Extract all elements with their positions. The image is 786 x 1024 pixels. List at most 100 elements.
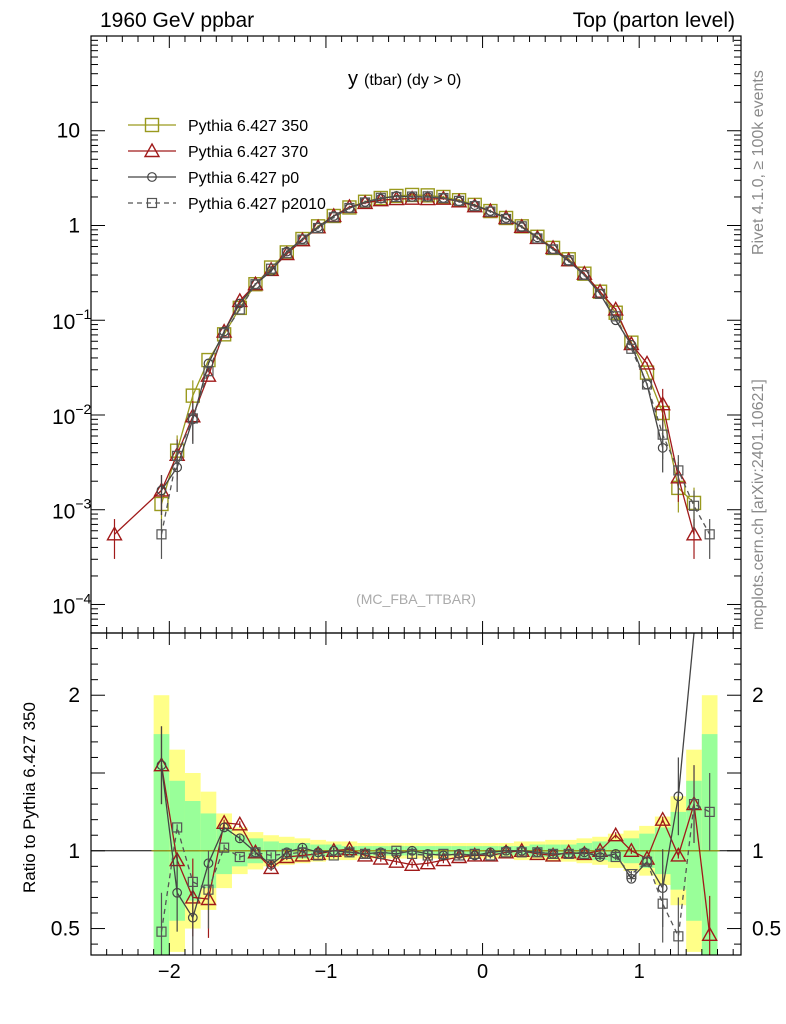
header-left-label: 1960 GeV ppbar xyxy=(100,9,254,32)
header-right-label: Top (parton level) xyxy=(573,9,735,32)
y-tick-label: 10−4 xyxy=(52,590,92,618)
ratio-point xyxy=(266,850,277,861)
data-point xyxy=(344,202,355,214)
data-point xyxy=(294,231,311,247)
data-point xyxy=(234,304,245,315)
legend-marker xyxy=(147,172,157,182)
data-point xyxy=(216,327,232,342)
y-tick-exponent: −1 xyxy=(75,306,91,322)
ratio-point xyxy=(670,847,687,862)
ratio-point xyxy=(356,847,374,862)
data-point xyxy=(422,191,433,202)
ratio-point xyxy=(187,912,198,923)
ratio-point xyxy=(438,848,449,859)
series-line xyxy=(160,194,695,505)
y-tick-label: 10−2 xyxy=(52,401,92,429)
rivet-label: Rivet 4.1.0, ≥ 100k events xyxy=(750,70,767,255)
ratio-point xyxy=(623,842,640,857)
ratio-point xyxy=(203,884,214,895)
y-tick-label: 10−1 xyxy=(52,306,92,334)
ratio-point xyxy=(250,847,261,858)
legend: Pythia 6.427 350 Pythia 6.427 370 Pythia 6… xyxy=(128,117,326,213)
legend-marker xyxy=(146,197,158,209)
ratio-point xyxy=(469,848,480,859)
y-tick-mantissa: 10 xyxy=(52,311,75,334)
ratio-point xyxy=(453,850,465,861)
ratio-line xyxy=(160,632,695,920)
plot-title: y (tbar) (dy > 0) xyxy=(348,68,461,90)
data-point xyxy=(156,485,167,496)
legend-label: Pythia 6.427 p0 xyxy=(188,170,299,187)
ratio-line xyxy=(160,803,710,939)
mcplots-label: mcplots.cern.ch [arXiv:2401.10621] xyxy=(750,379,767,630)
ratio-point xyxy=(156,760,167,771)
data-point xyxy=(626,343,637,354)
legend-entry: Pythia 6.427 370 xyxy=(128,142,308,161)
data-point xyxy=(704,529,715,540)
series-s350 xyxy=(154,187,702,529)
series-line xyxy=(160,195,664,491)
y-tick-label: 10−3 xyxy=(52,496,92,524)
ratio-point xyxy=(281,848,292,859)
series-sp0 xyxy=(156,191,668,515)
data-point xyxy=(513,218,530,233)
y-tick-label: 10 xyxy=(57,120,80,143)
data-point xyxy=(219,328,230,339)
data-point xyxy=(516,221,527,232)
ratio-point xyxy=(485,850,496,861)
ratio-point xyxy=(688,799,700,810)
data-point xyxy=(485,206,496,217)
ratio-point xyxy=(673,931,684,942)
ratio-point xyxy=(657,898,668,909)
ratio-y-tick-label: 0.5 xyxy=(51,918,80,941)
ratio-point xyxy=(419,854,436,870)
data-point xyxy=(579,269,590,281)
ratio-point xyxy=(641,856,653,867)
data-point xyxy=(403,190,421,205)
data-point xyxy=(250,279,261,290)
y-tick-label: 1 xyxy=(68,214,80,237)
ratio-frame xyxy=(90,632,742,956)
data-point xyxy=(281,248,292,259)
series-line xyxy=(160,195,711,535)
ratio-point xyxy=(359,848,371,859)
ratio-point xyxy=(435,851,452,867)
data-point xyxy=(607,301,624,316)
ratio-point xyxy=(313,850,324,861)
watermark: (MC_FBA_TTBAR) xyxy=(356,591,476,607)
ratio-point xyxy=(607,826,624,842)
ratio-point xyxy=(626,869,637,880)
ratio-series-sp0 xyxy=(156,632,695,955)
ratio-point xyxy=(294,847,311,862)
x-tick-label: 0 xyxy=(477,961,488,983)
data-point xyxy=(639,365,655,380)
ratio-point xyxy=(156,926,167,937)
data-point xyxy=(187,413,198,424)
series-s370 xyxy=(106,190,703,559)
y-tick-mantissa: 10 xyxy=(52,406,75,429)
ratio-y-tick-label: 1 xyxy=(68,840,80,863)
ratio-point xyxy=(673,791,684,802)
data-series xyxy=(106,187,720,955)
ratio-point xyxy=(231,815,248,831)
data-point xyxy=(156,529,167,540)
ratio-y-tick-label-right: 1 xyxy=(752,840,764,863)
ratio-point xyxy=(544,847,562,862)
axes xyxy=(90,35,742,956)
ratio-point xyxy=(328,850,339,861)
ratio-point xyxy=(516,847,527,858)
legend-label: Pythia 6.427 350 xyxy=(188,118,308,135)
ratio-point xyxy=(247,843,264,859)
ratio-point xyxy=(187,876,198,887)
data-point xyxy=(247,275,264,291)
ratio-point xyxy=(388,853,405,868)
data-point xyxy=(438,192,449,204)
ratio-point xyxy=(563,848,574,859)
data-point xyxy=(375,192,386,203)
ratio-point xyxy=(375,848,386,859)
ratio-point xyxy=(701,926,718,941)
y-tick-exponent: −2 xyxy=(75,401,91,417)
y-tick-mantissa: 10 xyxy=(52,501,75,524)
